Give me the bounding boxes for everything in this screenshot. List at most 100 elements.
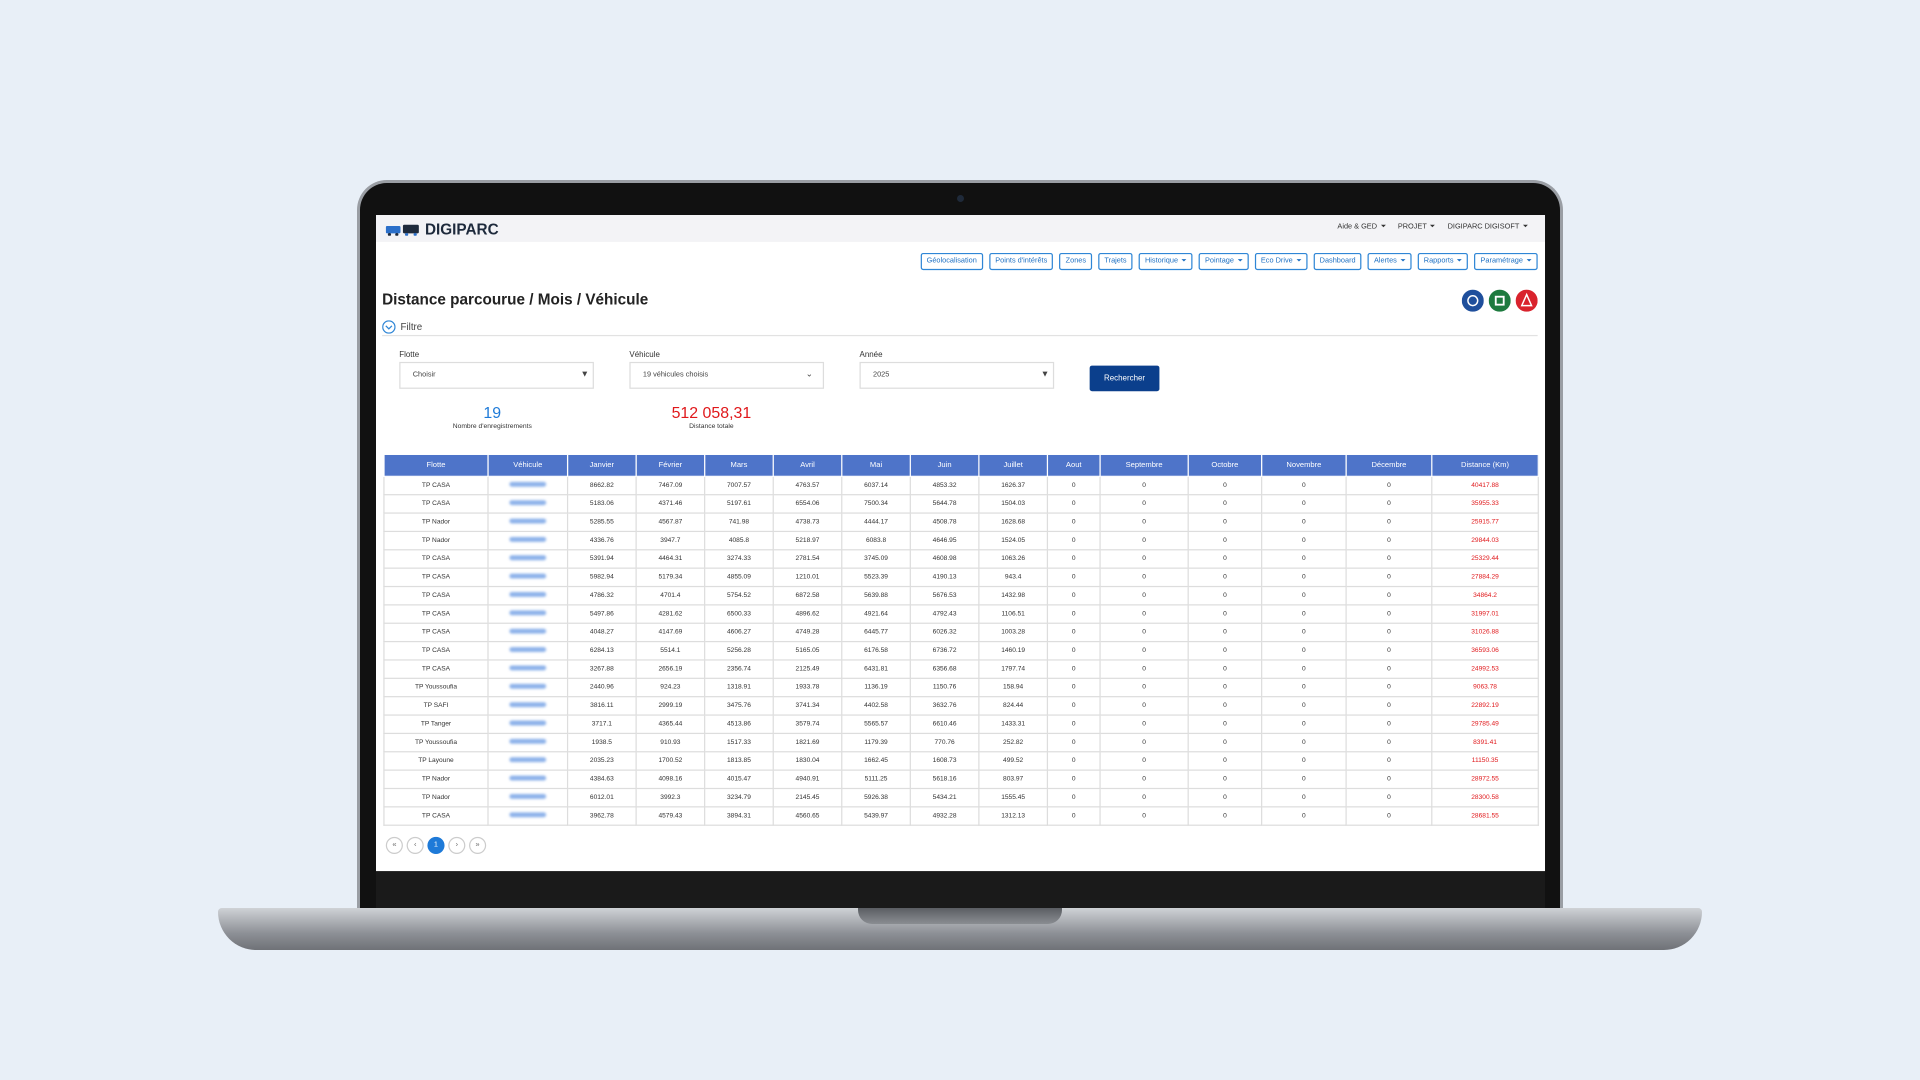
cell: 0: [1099, 604, 1189, 624]
cell: 0: [1187, 659, 1263, 679]
cell: 0: [1345, 494, 1433, 514]
cell: 0: [1345, 806, 1433, 826]
column-header: Janvier: [566, 453, 637, 477]
cell: 3992.3: [635, 787, 706, 808]
filter-icon: [382, 320, 396, 334]
cell: 4763.57: [772, 475, 843, 496]
cell: 4855.09: [704, 567, 774, 588]
table-row: TP Layoune 2035.23 1700.52 1813.85 1830.04 16…: [383, 751, 1539, 771]
vehicle-cell: [487, 732, 569, 753]
menu-item[interactable]: PROJET: [1398, 224, 1436, 231]
menu-item[interactable]: DIGIPARC DIGISOFT: [1448, 224, 1528, 231]
filter-toggle[interactable]: Filtre: [382, 320, 422, 334]
pdf-button[interactable]: [1515, 289, 1538, 312]
cell: TP CASA: [383, 475, 489, 496]
vehicle-cell: [487, 549, 569, 569]
vehicle-cell: [487, 512, 569, 533]
cell: 0: [1261, 677, 1347, 698]
vehicle-cell: [487, 640, 569, 661]
cell: 3475.76: [704, 696, 774, 716]
nav-button[interactable]: Rapports: [1417, 252, 1469, 271]
page-button[interactable]: ‹: [406, 836, 424, 854]
search-button[interactable]: Rechercher: [1089, 365, 1160, 392]
nav-button[interactable]: Eco Drive: [1254, 252, 1308, 271]
blurred-vehicle: [509, 628, 547, 634]
year-select[interactable]: 2025 ▼: [859, 361, 1055, 389]
cell: 6872.58: [772, 585, 843, 606]
vehicle-cell: [487, 622, 569, 643]
cell: TP CASA: [383, 494, 489, 514]
menu-item[interactable]: Aide & GED: [1337, 224, 1385, 231]
cell: 0: [1046, 732, 1101, 753]
cell: 5639.88: [841, 585, 911, 606]
page-button[interactable]: ›: [448, 836, 466, 854]
total-cell: 25329.44: [1431, 549, 1539, 569]
cell: 0: [1261, 659, 1347, 679]
cell: 5926.38: [841, 787, 911, 808]
cell: 0: [1099, 696, 1189, 716]
page-button[interactable]: 1: [427, 836, 445, 854]
blurred-vehicle: [509, 592, 547, 597]
page-button[interactable]: »: [469, 836, 487, 854]
cell: 3717.1: [566, 714, 637, 735]
laptop-chin: [376, 872, 1545, 909]
cell: 3579.74: [772, 714, 843, 735]
cell: TP Nador: [383, 787, 489, 808]
total-cell: 36593.06: [1431, 640, 1539, 661]
cell: 0: [1187, 604, 1263, 624]
nav-button[interactable]: Zones: [1059, 252, 1093, 271]
nav-button[interactable]: Paramétrage: [1474, 252, 1538, 271]
cell: 0: [1261, 787, 1347, 808]
cell: 0: [1261, 604, 1347, 624]
refresh-button[interactable]: [1461, 289, 1484, 312]
total-cell: 35955.33: [1431, 494, 1539, 514]
nav-button[interactable]: Géolocalisation: [920, 252, 983, 271]
cell: 5982.94: [566, 567, 637, 588]
nav-button[interactable]: Alertes: [1367, 252, 1412, 271]
total-cell: 29785.49: [1431, 714, 1539, 735]
nav-button[interactable]: Points d'intérêts: [989, 252, 1054, 271]
excel-button[interactable]: [1488, 289, 1511, 312]
fleet-select[interactable]: Choisir ▼: [399, 361, 594, 389]
cell: 3267.88: [566, 659, 637, 679]
cell: 4792.43: [909, 604, 980, 624]
cell: 0: [1046, 567, 1101, 588]
vehicle-cell: [487, 567, 569, 588]
cell: 6500.33: [704, 604, 774, 624]
cell: 0: [1345, 604, 1433, 624]
total-cell: 31997.01: [1431, 604, 1539, 624]
cell: 0: [1345, 677, 1433, 698]
nav-button[interactable]: Historique: [1138, 252, 1193, 271]
total-value: 512 058,31: [671, 403, 752, 422]
cell: 943.4: [978, 567, 1049, 588]
cell: 7007.57: [704, 475, 774, 496]
column-header: Juin: [909, 453, 980, 477]
nav-button[interactable]: Dashboard: [1313, 252, 1362, 271]
cell: 0: [1261, 549, 1347, 569]
blurred-vehicle: [509, 555, 547, 561]
table-head: Flotte Véhicule Janvier Février Mars Avril Mai…: [383, 453, 1539, 477]
cell: 0: [1046, 714, 1101, 735]
page-button[interactable]: «: [385, 836, 403, 854]
table-row: TP CASA 4048.27 4147.69 4606.27 4749.28 6445.…: [383, 622, 1539, 643]
cell: 0: [1261, 769, 1347, 790]
cell: 1003.28: [978, 622, 1049, 643]
total-cell: 29844.03: [1431, 530, 1539, 551]
cell: 1136.19: [841, 677, 911, 698]
cell: 0: [1261, 475, 1347, 496]
cell: 2145.45: [772, 787, 843, 808]
fleet-label: Flotte: [399, 350, 420, 360]
pagination: «‹ 1 ›»: [385, 836, 487, 854]
cell: 1797.74: [978, 659, 1049, 679]
nav-button[interactable]: Pointage: [1198, 252, 1249, 271]
cell: 5565.57: [841, 714, 911, 735]
cell: 1524.05: [978, 530, 1049, 551]
logo[interactable]: DIGIPARC: [385, 221, 499, 238]
cell: 4015.47: [704, 769, 774, 790]
vehicle-select[interactable]: 19 véhicules choisis ⌄: [629, 361, 825, 389]
cell: 0: [1046, 475, 1101, 496]
nav-button[interactable]: Trajets: [1098, 252, 1133, 271]
cell: 3947.7: [635, 530, 706, 551]
cell: 0: [1099, 640, 1189, 661]
cell: 0: [1046, 696, 1101, 716]
